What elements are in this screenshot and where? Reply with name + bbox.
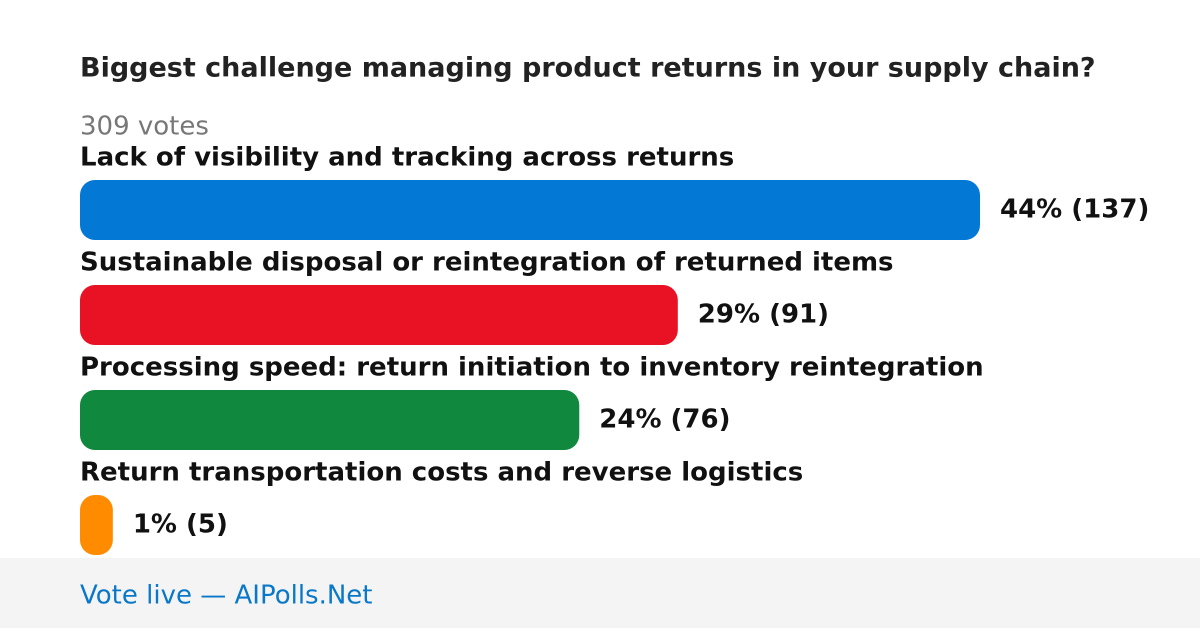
vote-count: 309 votes: [80, 112, 209, 142]
bar: [80, 495, 113, 555]
bar: [80, 285, 678, 345]
bar: [80, 180, 980, 240]
chart-title: Biggest challenge managing product retur…: [80, 53, 1096, 84]
footer-band: [0, 558, 1200, 628]
footer-link[interactable]: Vote live — AIPolls.Net: [80, 581, 373, 611]
value-label: 44% (137): [1000, 195, 1149, 225]
option-label: Sustainable disposal or reintegration of…: [80, 248, 894, 278]
option-label: Processing speed: return initiation to i…: [80, 353, 984, 383]
value-label: 24% (76): [599, 405, 730, 435]
bar: [80, 390, 580, 450]
value-label: 29% (91): [698, 300, 829, 330]
option-label: Return transportation costs and reverse …: [80, 458, 803, 488]
option-label: Lack of visibility and tracking across r…: [80, 143, 734, 173]
value-label: 1% (5): [133, 510, 228, 540]
